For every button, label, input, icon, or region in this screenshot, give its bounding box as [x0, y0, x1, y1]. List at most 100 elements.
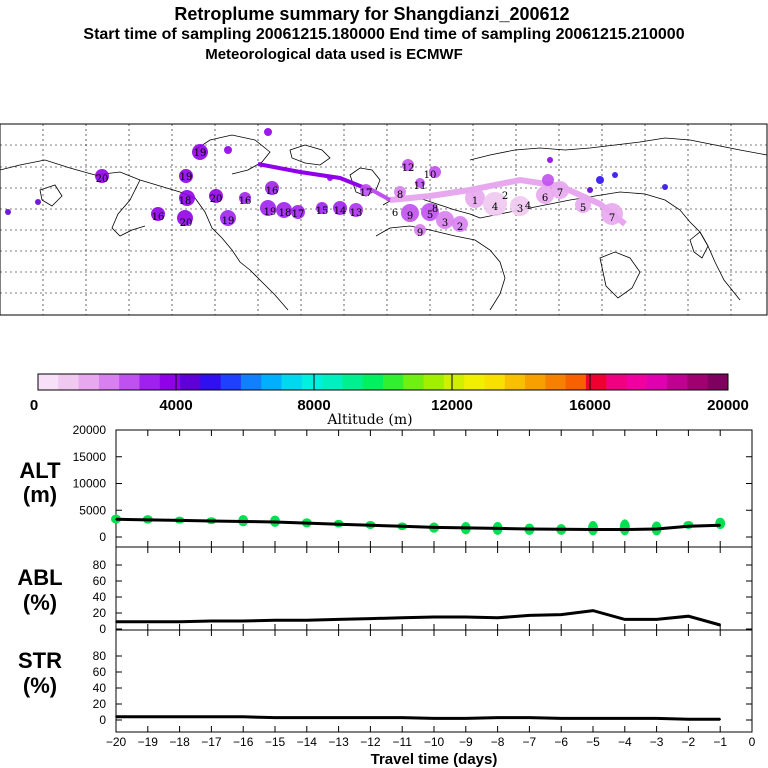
plume-blob — [601, 203, 623, 225]
y-tick-label: 40 — [93, 681, 107, 695]
plume-blob — [5, 209, 11, 215]
data-point — [401, 716, 404, 719]
data-point — [496, 527, 499, 530]
plume-blob — [349, 203, 363, 217]
data-point — [337, 618, 340, 621]
map-altitude-label: 13 — [350, 208, 363, 219]
data-point — [337, 716, 340, 719]
y-tick-label: 10000 — [73, 477, 107, 491]
x-tick-label: −6 — [554, 735, 568, 749]
plume-blob — [177, 210, 193, 226]
map-altitude-label: 11 — [414, 181, 427, 192]
x-tick-label: −15 — [265, 735, 286, 749]
x-tick-label: −9 — [459, 735, 473, 749]
data-point — [210, 716, 213, 718]
data-point — [655, 717, 658, 720]
y-tick-label: 0 — [99, 622, 106, 636]
data-point — [560, 717, 562, 720]
data-point — [369, 524, 372, 527]
map-altitude-label: 17 — [292, 209, 305, 220]
data-point — [115, 518, 117, 521]
plume-blob — [264, 128, 272, 136]
map-altitude-label: 15 — [316, 206, 329, 217]
y-tick-label: 0 — [99, 713, 106, 727]
map-altitude-label: 1 — [472, 196, 478, 207]
x-tick-label: −7 — [523, 735, 537, 749]
plume-blob — [265, 181, 279, 195]
map-altitude-label: 16 — [152, 212, 165, 223]
data-point — [242, 520, 244, 523]
colorbar-swatch — [281, 374, 303, 390]
data-point — [592, 717, 594, 720]
panel-title-str: STR — [18, 648, 62, 673]
map-altitude-label: 5 — [427, 210, 433, 221]
data-point — [210, 520, 213, 522]
x-tick-label: −20 — [106, 735, 127, 749]
data-point — [624, 717, 626, 720]
data-point — [687, 615, 690, 617]
map-altitude-label: 14 — [334, 206, 347, 217]
colorbar-swatch — [707, 374, 729, 390]
x-tick-label: −5 — [586, 735, 600, 749]
data-point — [306, 716, 308, 719]
map-altitude-label: 9 — [417, 228, 423, 239]
data-point — [719, 624, 721, 626]
x-tick-label: −16 — [233, 735, 254, 749]
colorbar-swatch — [383, 374, 404, 390]
x-tick-label: −8 — [491, 735, 505, 749]
x-tick-label: −17 — [201, 735, 222, 749]
y-tick-label: 60 — [93, 574, 107, 588]
data-point — [147, 716, 149, 718]
map-altitude-label: 7 — [557, 188, 563, 199]
colorbar-swatch — [484, 374, 506, 390]
plume-blob — [436, 211, 454, 229]
map-altitude-label: 6 — [542, 193, 548, 204]
data-point — [592, 609, 594, 612]
map-altitude-label: 18 — [279, 208, 292, 219]
colorbar-swatch — [342, 374, 364, 390]
colorbar-swatch — [301, 374, 323, 390]
x-tick-label: −1 — [713, 735, 727, 749]
colorbar-swatch — [545, 374, 567, 390]
map-altitude-label: 19 — [222, 216, 235, 227]
data-point — [687, 718, 690, 720]
colorbar-swatch — [667, 374, 688, 390]
map-coastline — [111, 179, 146, 237]
plume-blob — [465, 188, 485, 208]
series-line-abl — [116, 609, 721, 627]
panel-title-alt: ALT — [19, 458, 61, 483]
colorbar-tick-label: 12000 — [431, 397, 473, 414]
map-altitude-label: 8 — [432, 204, 438, 215]
data-point — [496, 716, 499, 719]
x-tick-label: −12 — [360, 735, 381, 749]
data-point — [178, 621, 181, 623]
map-altitude-label: 16 — [239, 196, 252, 207]
data-point — [433, 526, 435, 529]
plume-blob — [429, 166, 441, 178]
map-altitude-label: 9 — [407, 211, 413, 222]
plume-blob — [179, 169, 193, 183]
map-coastline — [289, 144, 331, 166]
plume-blob — [179, 190, 195, 206]
y-tick-label: 20 — [93, 697, 107, 711]
data-point — [592, 528, 594, 531]
data-point — [115, 716, 117, 718]
data-point — [369, 617, 372, 620]
colorbar-swatch — [139, 374, 161, 390]
data-point — [528, 528, 531, 530]
data-point — [560, 528, 562, 531]
y-tick-label: 80 — [93, 558, 107, 572]
map-altitude-label: 6 — [392, 208, 398, 219]
y-tick-label: 80 — [93, 649, 107, 663]
data-point — [178, 519, 181, 522]
chart-title: Retroplume summary for Shangdianzi_20061… — [174, 4, 570, 24]
colorbar-swatch — [362, 374, 384, 390]
map-altitude-label: 18 — [179, 196, 192, 207]
plume-blob — [220, 210, 236, 226]
map-altitude-label: 19 — [180, 172, 193, 183]
plume-blob — [547, 157, 553, 163]
plume-blob — [224, 146, 232, 154]
data-point — [242, 716, 244, 718]
